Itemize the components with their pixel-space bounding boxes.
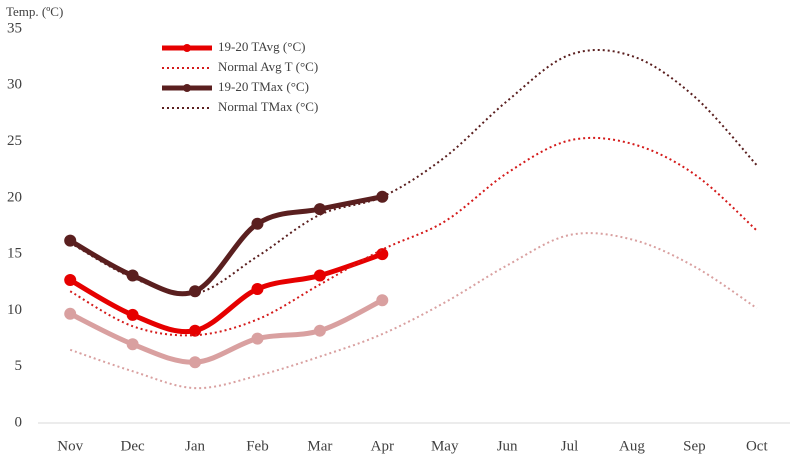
- point: [126, 308, 139, 321]
- x-tick-label: May: [431, 438, 459, 454]
- y-tick-label: 0: [15, 414, 23, 430]
- point: [64, 307, 77, 320]
- point: [126, 338, 139, 351]
- point: [64, 234, 77, 247]
- legend-marker: [183, 84, 191, 92]
- legend-marker: [183, 44, 191, 52]
- x-tick-label: Sep: [683, 438, 706, 454]
- x-tick-label: Feb: [246, 438, 269, 454]
- x-tick-label: Jun: [497, 438, 518, 454]
- x-tick-label: Oct: [746, 438, 768, 454]
- legend-label: Normal TMax (°C): [218, 99, 318, 114]
- series-line: [69, 232, 758, 390]
- point: [376, 248, 389, 261]
- legend-label: 19-20 TMax (°C): [218, 79, 309, 94]
- point: [313, 269, 326, 282]
- series-line: [67, 251, 385, 335]
- y-tick-label: 30: [7, 77, 22, 93]
- series-line: [69, 48, 758, 296]
- point: [189, 324, 202, 337]
- point: [189, 285, 202, 298]
- y-tick-label: 5: [15, 358, 23, 374]
- point: [251, 332, 264, 345]
- y-tick-label: 25: [7, 133, 22, 149]
- series-line: [69, 136, 758, 337]
- point: [313, 203, 326, 216]
- y-axis-label: Temp. (ºC): [6, 4, 63, 19]
- x-tick-label: Apr: [371, 438, 394, 454]
- x-tick-label: Jul: [561, 438, 579, 454]
- y-tick-label: 20: [7, 189, 22, 205]
- point: [251, 283, 264, 296]
- point: [376, 294, 389, 307]
- legend-label: Normal Avg T (°C): [218, 59, 318, 74]
- x-tick-label: Dec: [121, 438, 145, 454]
- point: [313, 324, 326, 337]
- x-tick-label: Aug: [619, 438, 645, 454]
- series-line: [67, 297, 385, 365]
- point: [251, 217, 264, 230]
- x-tick-label: Nov: [57, 438, 83, 454]
- y-tick-label: 10: [7, 302, 22, 318]
- x-tick-label: Mar: [307, 438, 332, 454]
- point: [126, 269, 139, 282]
- y-tick-label: 35: [7, 20, 22, 36]
- point: [64, 274, 77, 287]
- point: [189, 356, 202, 369]
- y-tick-label: 15: [7, 246, 22, 262]
- x-tick-label: Jan: [185, 438, 205, 454]
- legend-label: 19-20 TAvg (°C): [218, 39, 305, 54]
